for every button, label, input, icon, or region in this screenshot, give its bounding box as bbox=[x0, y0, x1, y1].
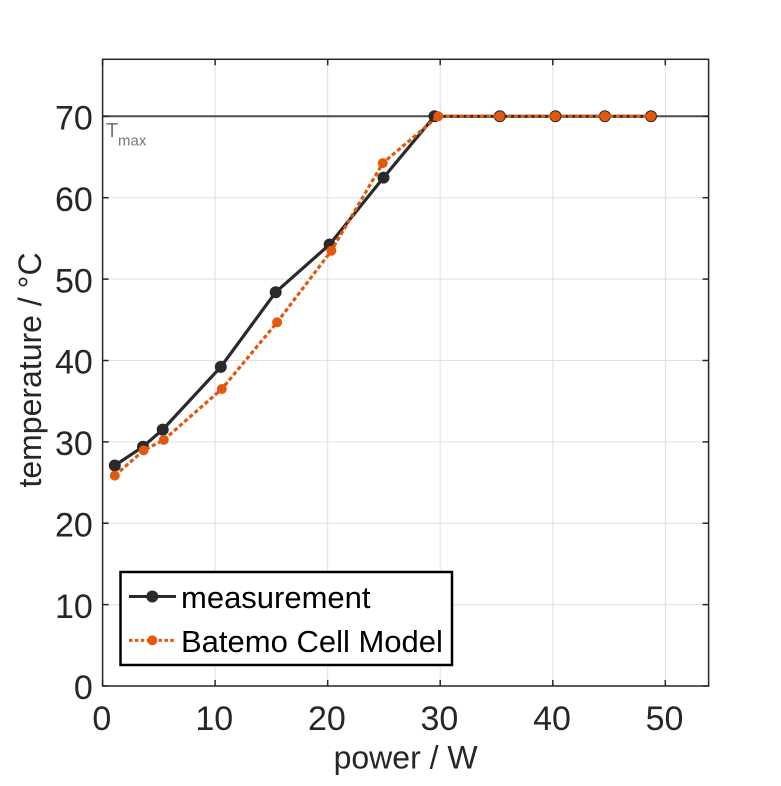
svg-text:60: 60 bbox=[55, 181, 93, 219]
svg-text:50: 50 bbox=[55, 262, 93, 300]
svg-text:10: 10 bbox=[55, 588, 93, 626]
svg-text:T: T bbox=[106, 120, 118, 142]
svg-text:10: 10 bbox=[195, 700, 233, 738]
svg-text:0: 0 bbox=[74, 669, 93, 707]
svg-text:0: 0 bbox=[92, 700, 111, 738]
svg-text:power / W: power / W bbox=[334, 740, 479, 776]
svg-text:Batemo Cell Model: Batemo Cell Model bbox=[181, 624, 443, 659]
svg-text:temperature / °C: temperature / °C bbox=[12, 252, 48, 487]
svg-text:30: 30 bbox=[420, 700, 458, 738]
svg-text:20: 20 bbox=[55, 506, 93, 544]
svg-text:40: 40 bbox=[55, 344, 93, 382]
svg-text:measurement: measurement bbox=[181, 580, 371, 615]
svg-text:30: 30 bbox=[55, 425, 93, 463]
svg-text:max: max bbox=[118, 133, 147, 150]
svg-text:70: 70 bbox=[55, 100, 93, 138]
svg-text:50: 50 bbox=[646, 700, 684, 738]
svg-text:40: 40 bbox=[533, 700, 571, 738]
svg-text:20: 20 bbox=[308, 700, 346, 738]
